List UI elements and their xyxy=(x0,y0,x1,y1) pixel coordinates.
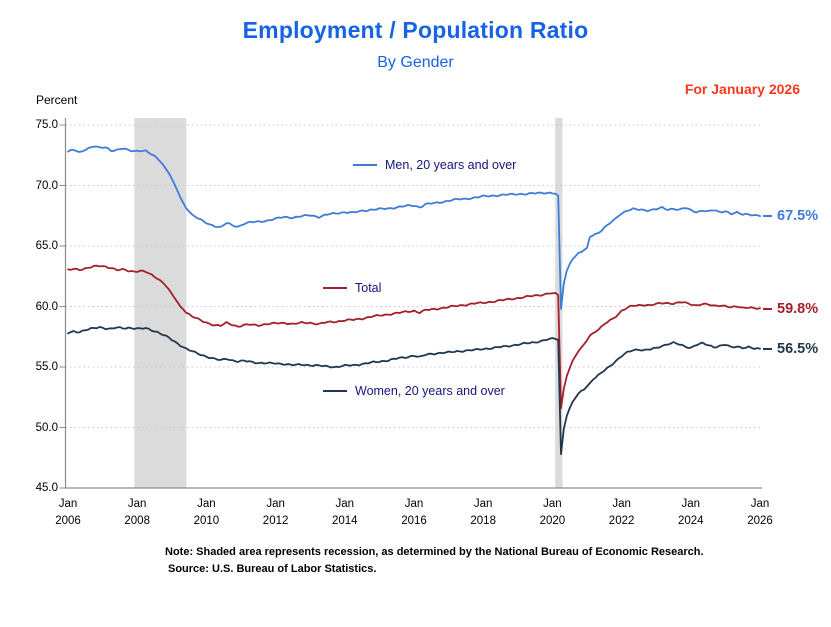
x-tick-month: Jan xyxy=(335,498,355,510)
y-axis-title: Percent xyxy=(36,93,78,107)
source-text: Source: U.S. Bureau of Labor Statistics. xyxy=(168,563,377,575)
y-tick-label: 65.0 xyxy=(35,240,58,252)
y-tick-label: 70.0 xyxy=(35,179,58,192)
x-tick-label: Jan 2010 xyxy=(184,496,228,530)
x-tick-label: Jan 2018 xyxy=(461,496,505,530)
chart-title: Employment / Population Ratio xyxy=(242,17,589,43)
end-value-women-text: 56.5% xyxy=(777,341,819,357)
legend-item-women: Women, 20 years and over xyxy=(323,384,505,398)
x-tick-month: Jan xyxy=(543,498,562,510)
legend-item-total: Total xyxy=(323,281,381,295)
y-tick-label: 60.0 xyxy=(35,300,58,313)
x-tick-label: Jan 2022 xyxy=(600,496,644,530)
end-value-men-text: 67.5% xyxy=(777,208,819,224)
x-tick-label: Jan 2026 xyxy=(738,496,782,530)
y-tick-label: 50.0 xyxy=(35,421,58,434)
x-tick-year: 2024 xyxy=(678,515,704,527)
legend-label-total: Total xyxy=(355,281,382,295)
x-tick-month: Jan xyxy=(612,498,631,510)
end-value-total-text: 59.8% xyxy=(777,301,819,317)
x-tick-label: Jan 2006 xyxy=(46,496,90,530)
y-tick-label: 55.0 xyxy=(35,361,58,373)
as-of-date-label: For January 2026 xyxy=(684,81,800,97)
legend-line-swatch-women-icon xyxy=(323,389,347,393)
x-tick-month: Jan xyxy=(473,498,493,510)
x-tick-year: 2026 xyxy=(747,515,773,527)
x-tick-month: Jan xyxy=(750,498,770,510)
x-tick-label: Jan 2020 xyxy=(530,496,574,530)
note-text: Note: Shaded area represents recession, … xyxy=(165,546,704,558)
x-tick-year: 2014 xyxy=(332,515,358,527)
recession-band xyxy=(555,118,563,488)
x-tick-year: 2008 xyxy=(124,515,150,527)
y-tick-label: 75.0 xyxy=(35,119,58,131)
x-tick-year: 2010 xyxy=(193,515,220,527)
end-value-women: 56.5% xyxy=(763,341,818,357)
end-value-total: 59.8% xyxy=(763,301,818,317)
end-value-men: 67.5% xyxy=(763,208,818,224)
x-tick-month: Jan xyxy=(404,498,424,510)
x-tick-year: 2012 xyxy=(262,515,289,527)
legend-line-swatch-total-icon xyxy=(323,286,347,290)
recession-band xyxy=(134,118,187,488)
legend-label-women: Women, 20 years and over xyxy=(355,384,505,398)
x-tick-label: Jan 2012 xyxy=(254,496,298,530)
leader-dash-women-icon xyxy=(763,347,772,351)
chart-subtitle: By Gender xyxy=(377,54,454,71)
legend-item-men: Men, 20 years and over xyxy=(353,158,516,172)
y-tick-label: 45.0 xyxy=(35,482,58,494)
x-tick-year: 2020 xyxy=(539,515,566,527)
x-tick-month: Jan xyxy=(197,498,216,510)
x-tick-year: 2018 xyxy=(470,515,496,527)
legend-line-swatch-men-icon xyxy=(353,163,377,167)
x-tick-year: 2016 xyxy=(401,515,427,527)
x-tick-year: 2022 xyxy=(608,515,635,527)
x-tick-label: Jan 2024 xyxy=(669,496,713,530)
legend-label-men: Men, 20 years and over xyxy=(385,158,517,172)
x-tick-month: Jan xyxy=(266,498,285,510)
leader-dash-men-icon xyxy=(763,214,772,218)
x-tick-label: Jan 2008 xyxy=(115,496,159,530)
x-tick-label: Jan 2016 xyxy=(392,496,436,530)
leader-dash-total-icon xyxy=(763,307,772,311)
x-tick-month: Jan xyxy=(58,498,78,510)
x-tick-year: 2006 xyxy=(55,515,81,527)
x-tick-label: Jan 2014 xyxy=(323,496,367,530)
x-tick-month: Jan xyxy=(681,498,701,510)
x-tick-month: Jan xyxy=(127,498,147,510)
